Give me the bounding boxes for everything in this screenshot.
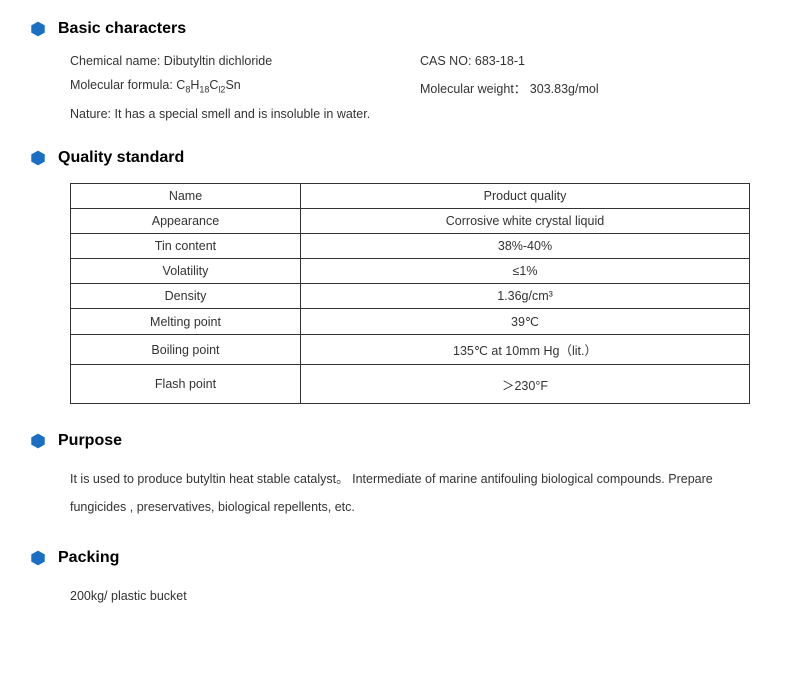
section-header: Packing: [30, 549, 770, 567]
table-header-row: Name Product quality: [71, 184, 750, 209]
basic-characters-grid: Chemical name: Dibutyltin dichloride CAS…: [70, 54, 770, 121]
table-row: Boiling point 135℃ at 10mm Hg（lit.）: [71, 335, 750, 365]
table-cell: Tin content: [71, 234, 301, 259]
value: Dibutyltin dichloride: [164, 54, 272, 68]
table-row: Volatility ≤1%: [71, 259, 750, 284]
table-cell: 38%-40%: [300, 234, 749, 259]
table-row: Density 1.36g/cm³: [71, 284, 750, 309]
table-row: Melting point 39℃: [71, 309, 750, 335]
section-basic-characters: Basic characters Chemical name: Dibutylt…: [30, 20, 770, 121]
table-cell: 39℃: [300, 309, 749, 335]
value: It has a special smell and is insoluble …: [114, 107, 370, 121]
section-purpose: Purpose It is used to produce butyltin h…: [30, 432, 770, 521]
section-header: Quality standard: [30, 149, 770, 167]
section-title: Packing: [58, 549, 119, 567]
label: Molecular weight: [420, 82, 514, 96]
table-cell: ≤1%: [300, 259, 749, 284]
section-title: Basic characters: [58, 20, 186, 38]
table-cell: Corrosive white crystal liquid: [300, 209, 749, 234]
cas-no: CAS NO: 683-18-1: [420, 54, 770, 68]
table-cell: Melting point: [71, 309, 301, 335]
table-cell: ＞230°F: [300, 365, 749, 404]
hexagon-icon: [30, 150, 46, 166]
table-header: Name: [71, 184, 301, 209]
packing-text: 200kg/ plastic bucket: [70, 583, 770, 611]
value: 683-18-1: [475, 54, 525, 68]
table-cell: Boiling point: [71, 335, 301, 365]
table-header: Product quality: [300, 184, 749, 209]
hexagon-icon: [30, 550, 46, 566]
quality-table: Name Product quality Appearance Corrosiv…: [70, 183, 750, 404]
table-cell: Volatility: [71, 259, 301, 284]
hexagon-icon: [30, 21, 46, 37]
section-title: Purpose: [58, 432, 122, 450]
molecular-weight: Molecular weight： 303.83g/mol: [420, 78, 770, 97]
label: Chemical name: [70, 54, 157, 68]
table-row: Tin content 38%-40%: [71, 234, 750, 259]
value: C8H18Cl2Sn: [176, 78, 240, 92]
molecular-formula: Molecular formula: C8H18Cl2Sn: [70, 78, 420, 97]
table-row: Flash point ＞230°F: [71, 365, 750, 404]
table-row: Appearance Corrosive white crystal liqui…: [71, 209, 750, 234]
table-cell: 1.36g/cm³: [300, 284, 749, 309]
nature: Nature: It has a special smell and is in…: [70, 107, 770, 121]
purpose-text: It is used to produce butyltin heat stab…: [70, 466, 770, 521]
hexagon-icon: [30, 433, 46, 449]
chemical-name: Chemical name: Dibutyltin dichloride: [70, 54, 420, 68]
section-title: Quality standard: [58, 149, 184, 167]
table-cell: Density: [71, 284, 301, 309]
table-cell: 135℃ at 10mm Hg（lit.）: [300, 335, 749, 365]
table-cell: Appearance: [71, 209, 301, 234]
label: Molecular formula: [70, 78, 169, 92]
section-quality-standard: Quality standard Name Product quality Ap…: [30, 149, 770, 404]
label: Nature: [70, 107, 108, 121]
value: 303.83g/mol: [530, 82, 599, 96]
section-packing: Packing 200kg/ plastic bucket: [30, 549, 770, 611]
section-header: Basic characters: [30, 20, 770, 38]
section-header: Purpose: [30, 432, 770, 450]
label: CAS NO: [420, 54, 468, 68]
table-cell: Flash point: [71, 365, 301, 404]
